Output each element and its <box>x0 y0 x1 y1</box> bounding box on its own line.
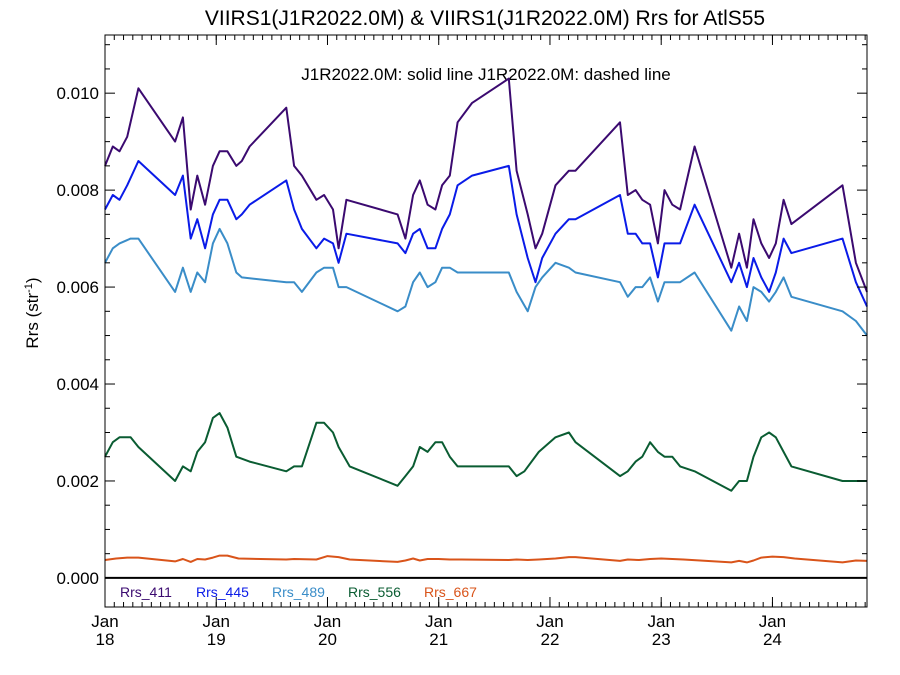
x-tick-label: Jan 18 <box>91 612 118 649</box>
series-line-rrs-411 <box>104 77 868 293</box>
legend-item-rrs-556: Rrs_556 <box>348 584 401 600</box>
x-tick-label: Jan 24 <box>759 612 786 649</box>
y-tick-label: 0.008 <box>56 181 99 200</box>
y-tick-label: 0.004 <box>56 375 99 394</box>
chart-annotation: J1R2022.0M: solid line J1R2022.0M: dashe… <box>301 65 671 84</box>
chart-title: VIIRS1(J1R2022.0M) & VIIRS1(J1R2022.0M) … <box>205 7 765 30</box>
series-line-rrs-556 <box>104 412 867 492</box>
series-line-rrs-489 <box>104 227 868 337</box>
legend-item-rrs-667: Rrs_667 <box>424 584 477 600</box>
x-tick-label: Jan 20 <box>314 612 341 649</box>
y-tick-label: 0.000 <box>56 569 99 588</box>
y-tick-label: 0.002 <box>56 472 99 491</box>
axis-ticks: 0.000 0.002 0.004 0.006 0.008 0.010 Jan 18 Jan 19… <box>56 35 867 649</box>
y-tick-label: 0.006 <box>56 278 99 297</box>
plot-frame <box>104 34 868 608</box>
x-tick-label: Jan 23 <box>647 612 674 649</box>
series-line-rrs-667 <box>104 554 868 564</box>
x-tick-label: Jan 22 <box>536 612 563 649</box>
legend: Rrs_411 Rrs_445 Rrs_489 Rrs_556 Rrs_667 <box>120 584 477 600</box>
y-tick-label: 0.010 <box>56 84 99 103</box>
x-tick-label: Jan 19 <box>203 612 230 649</box>
legend-item-rrs-489: Rrs_489 <box>272 584 325 600</box>
y-axis-label-close: ) <box>23 277 42 283</box>
y-axis-label: Rrs (str-1) <box>23 277 42 348</box>
legend-item-rrs-445: Rrs_445 <box>196 584 249 600</box>
legend-item-rrs-411: Rrs_411 <box>120 584 172 600</box>
x-tick-label: Jan 21 <box>425 612 452 649</box>
series-line-rrs-445 <box>104 160 868 307</box>
y-axis-label-main: Rrs (str <box>23 293 42 349</box>
series-layer <box>104 77 868 564</box>
y-axis-label-sup: -1 <box>23 283 35 293</box>
